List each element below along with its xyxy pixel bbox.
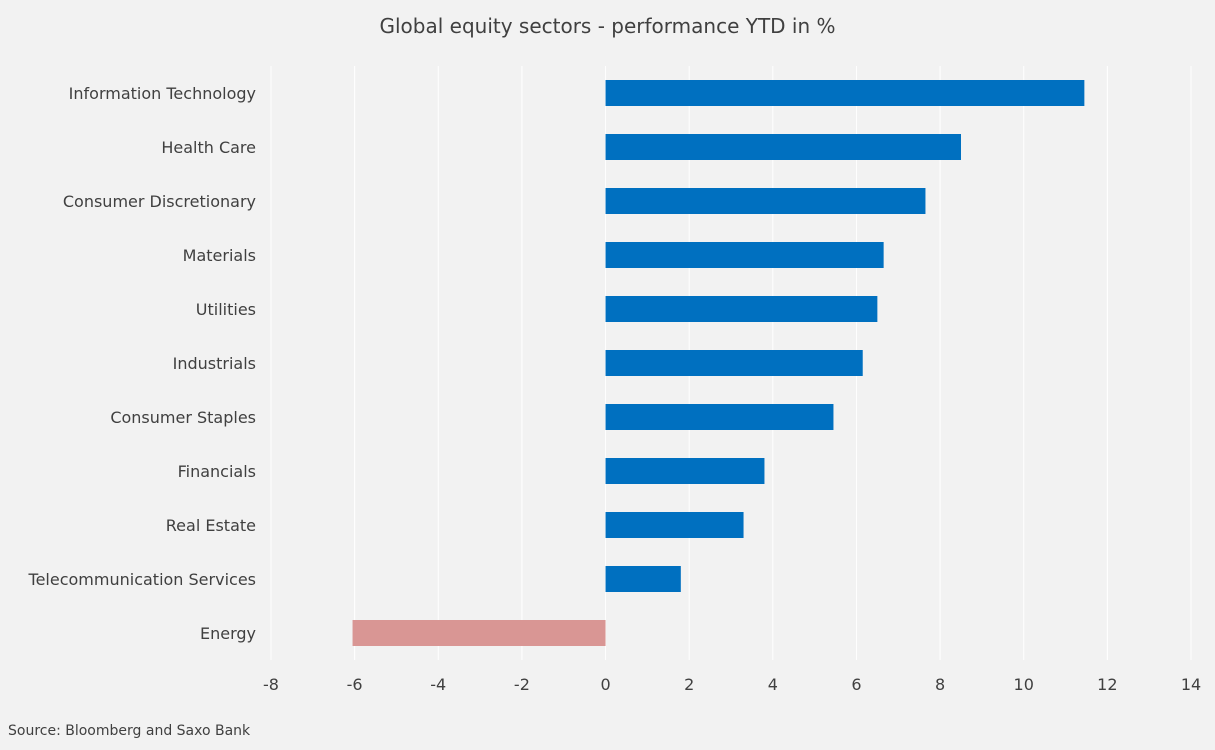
category-label: Consumer Staples	[110, 408, 256, 427]
category-label: Telecommunication Services	[28, 570, 256, 589]
bar	[605, 188, 926, 214]
category-label: Consumer Discretionary	[63, 192, 256, 211]
source-note: Source: Bloomberg and Saxo Bank	[8, 723, 251, 739]
bar	[605, 296, 878, 322]
category-label: Energy	[200, 624, 256, 643]
category-label: Industrials	[173, 354, 256, 373]
category-label: Health Care	[161, 138, 256, 157]
x-tick-label: -2	[514, 675, 530, 694]
bar	[605, 242, 884, 268]
x-tick-label: -6	[347, 675, 363, 694]
x-tick-label: -4	[430, 675, 446, 694]
x-tick-label: -8	[263, 675, 279, 694]
chart-title: Global equity sectors - performance YTD …	[379, 14, 836, 38]
bar	[605, 566, 681, 592]
bar	[605, 350, 863, 376]
x-tick-label: 0	[600, 675, 610, 694]
category-label: Information Technology	[69, 84, 256, 103]
category-label: Financials	[178, 462, 256, 481]
x-tick-label: 10	[1014, 675, 1034, 694]
bar	[605, 80, 1085, 106]
bar	[352, 620, 606, 646]
category-label: Real Estate	[166, 516, 256, 535]
x-tick-label: 8	[935, 675, 945, 694]
category-label: Materials	[183, 246, 256, 265]
x-tick-label: 6	[851, 675, 861, 694]
x-tick-label: 2	[684, 675, 694, 694]
x-tick-label: 14	[1181, 675, 1201, 694]
bar	[605, 458, 765, 484]
x-tick-label: 4	[768, 675, 778, 694]
category-label: Utilities	[196, 300, 256, 319]
bar	[605, 134, 961, 160]
bar	[605, 512, 744, 538]
bar	[605, 404, 834, 430]
x-tick-label: 12	[1097, 675, 1117, 694]
